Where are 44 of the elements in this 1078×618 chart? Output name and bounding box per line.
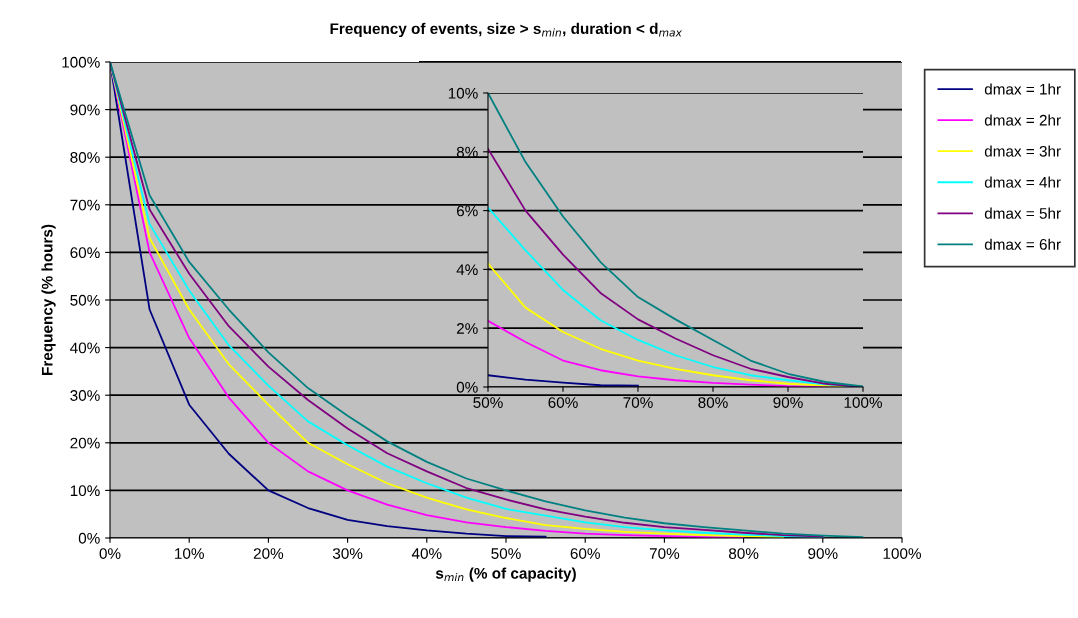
x-tick-label: 50% (473, 397, 503, 408)
y-tick-label: 0% (456, 381, 478, 393)
x-tick-label: 60% (548, 397, 578, 408)
y-tick-label: 100% (62, 56, 100, 68)
y-tick-label: 30% (70, 390, 100, 401)
y-tick-label: 10% (448, 87, 478, 99)
y-tick-label: 90% (70, 104, 100, 116)
y-tick-label: 8% (456, 146, 478, 158)
y-tick-label: 0% (78, 532, 100, 544)
x-tick-label: 70% (649, 548, 680, 559)
y-tick-label: 10% (70, 485, 100, 497)
x-tick-label: 80% (728, 548, 759, 559)
legend-label: dmax = 5hr (984, 207, 1061, 219)
chart-title: Frequency of events, size > s$_{min}$, duration < d$_{max}$ (330, 22, 682, 38)
y-tick-label: 40% (70, 342, 100, 354)
x-tick-label: 30% (332, 548, 363, 559)
y-tick-label: 50% (70, 294, 100, 306)
legend-label: dmax = 3hr (984, 145, 1061, 157)
y-tick-label: 4% (456, 264, 478, 276)
y-tick-label: 20% (70, 437, 100, 449)
x-tick-label: 100% (883, 548, 921, 559)
x-tick-label: 70% (623, 397, 653, 408)
x-tick-label: 20% (253, 548, 284, 559)
y-axis-title: Frequency (% hours) (41, 224, 56, 375)
legend-label: dmax = 4hr (984, 176, 1061, 188)
x-tick-label: 50% (491, 548, 521, 559)
x-tick-label: 60% (570, 548, 600, 559)
legend-label: dmax = 6hr (984, 238, 1061, 250)
x-tick-label: 10% (175, 548, 204, 559)
x-axis-title: s$_{min}$ (% of capacity) (435, 567, 576, 582)
x-tick-label: 80% (698, 397, 728, 408)
y-tick-label: 2% (456, 323, 478, 334)
y-tick-label: 60% (70, 247, 100, 259)
legend-label: dmax = 1hr (984, 83, 1061, 95)
x-tick-label: 0% (99, 548, 121, 559)
line-series (488, 374, 639, 387)
x-tick-label: 100% (844, 397, 882, 408)
y-tick-label: 70% (70, 199, 100, 211)
y-tick-label: 6% (456, 205, 478, 217)
y-tick-label: 80% (70, 152, 100, 163)
x-tick-label: 40% (411, 548, 442, 559)
x-tick-label: 90% (773, 397, 803, 408)
legend-label: dmax = 2hr (984, 114, 1061, 126)
x-tick-label: 90% (808, 548, 838, 559)
